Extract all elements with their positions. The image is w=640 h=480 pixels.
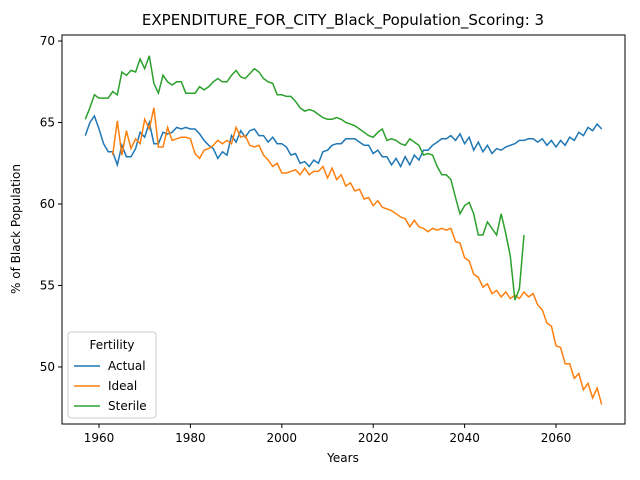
- x-tick-label: 1960: [84, 431, 115, 445]
- legend-box: [67, 331, 157, 419]
- line-series: [84, 55, 525, 301]
- plot-frame: [61, 34, 626, 425]
- y-tick-label: 70: [40, 34, 55, 48]
- y-tick-label: 50: [40, 360, 55, 374]
- legend-label: Actual: [108, 359, 146, 373]
- chart-title: EXPENDITURE_FOR_CITY_Black_Population_Sc…: [142, 11, 544, 30]
- legend-title: Fertility: [89, 338, 134, 352]
- x-tick-label: 2020: [358, 431, 389, 445]
- y-axis-label: % of Black Population: [9, 164, 23, 294]
- y-tick-label: 65: [40, 116, 55, 130]
- y-tick-label: 60: [40, 197, 55, 211]
- x-tick-label: 1980: [175, 431, 206, 445]
- x-tick-label: 2060: [541, 431, 572, 445]
- line-series: [111, 107, 603, 405]
- x-axis-label: Years: [326, 451, 359, 465]
- x-tick-label: 2040: [449, 431, 480, 445]
- legend-label: Ideal: [108, 379, 137, 393]
- y-tick-label: 55: [40, 278, 55, 292]
- x-tick-label: 2000: [267, 431, 298, 445]
- legend-label: Sterile: [108, 399, 147, 413]
- line-series: [84, 114, 603, 169]
